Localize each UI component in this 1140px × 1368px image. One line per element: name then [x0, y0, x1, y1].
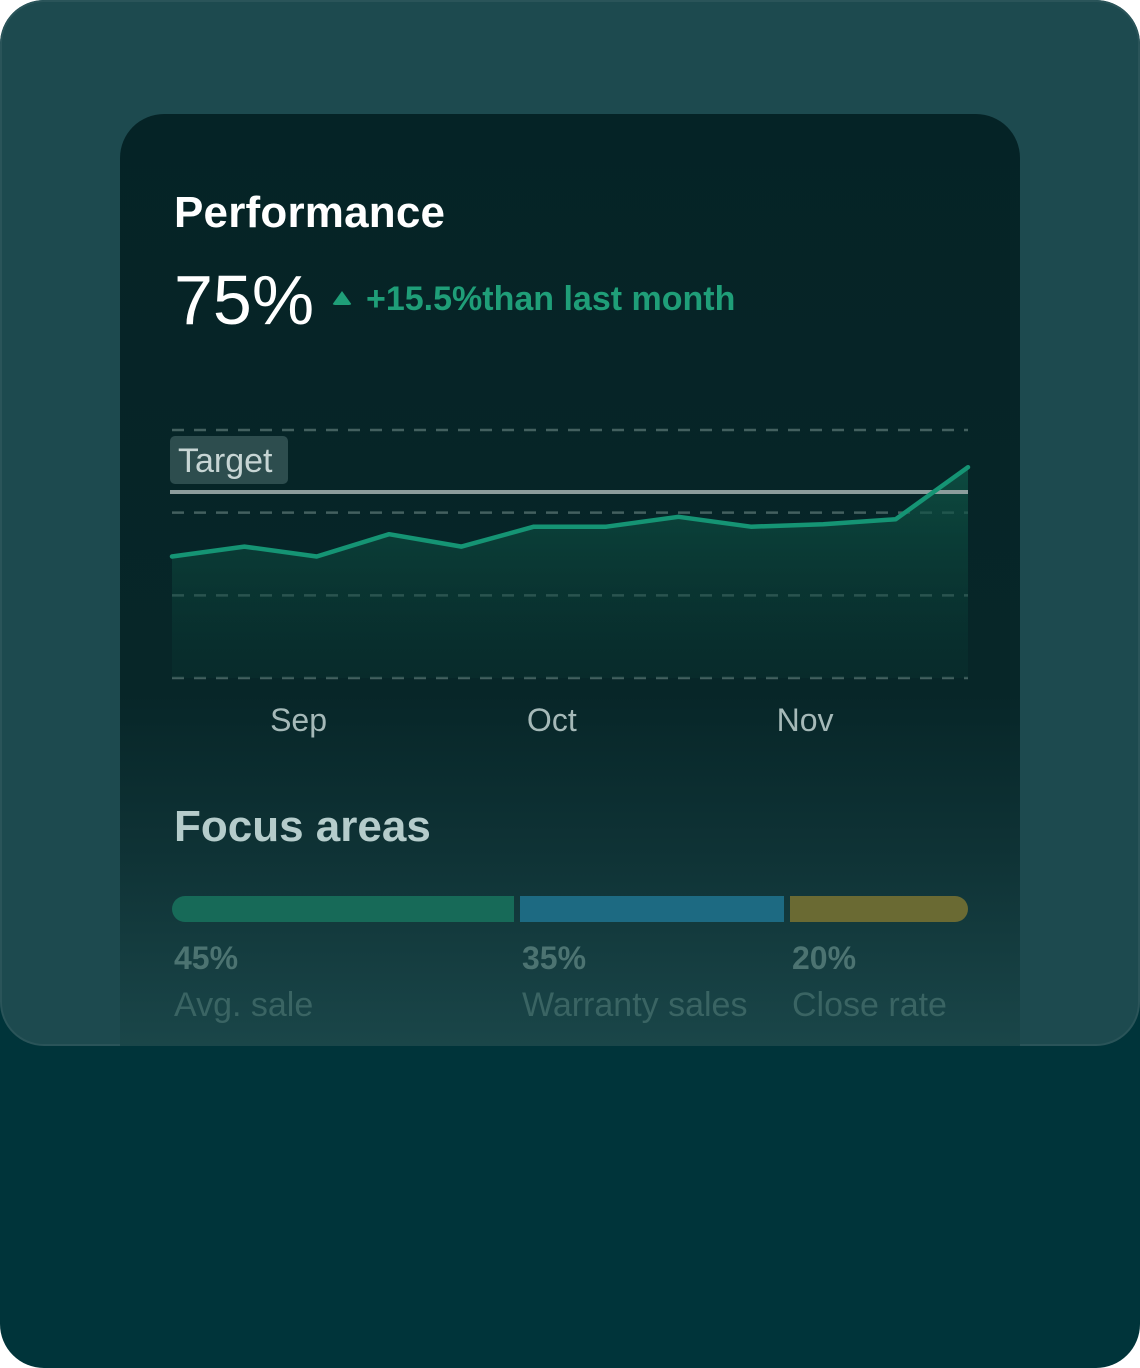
delta-text: +15.5%than last month: [366, 280, 736, 318]
focus-percent-avg-sale: 45%: [174, 940, 239, 976]
x-tick-label: Oct: [527, 702, 577, 738]
chart-line: [169, 464, 971, 559]
performance-card: Performance 75% +15.5%than last month Ta…: [120, 114, 1020, 1046]
focus-label-close-rate: Close rate: [792, 986, 947, 1024]
up-triangle-icon: [332, 290, 352, 305]
focus-label-avg-sale: Avg. sale: [174, 986, 314, 1024]
focus-areas-title: Focus areas: [174, 802, 431, 851]
x-tick-label: Nov: [777, 702, 834, 738]
chart-area: [172, 467, 968, 678]
performance-chart: Target Sep Oct Nov: [169, 428, 971, 738]
focus-percent-warranty-sales: 35%: [522, 940, 587, 976]
focus-bar-avg-sale: [172, 896, 514, 922]
target-badge: [170, 436, 288, 484]
focus-label-warranty-sales: Warranty sales: [522, 986, 748, 1024]
x-tick-label: Sep: [270, 702, 327, 738]
focus-bar-close-rate: [790, 896, 968, 922]
performance-metric: 75%: [174, 261, 315, 339]
focus-percent-close-rate: 20%: [792, 940, 857, 976]
focus-bar-warranty-sales: [520, 896, 784, 922]
target-label: Target: [178, 442, 273, 480]
delta-indicator: +15.5%than last month: [332, 280, 735, 319]
card-title: Performance: [174, 188, 446, 237]
